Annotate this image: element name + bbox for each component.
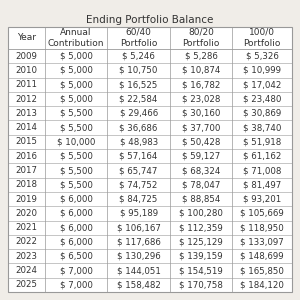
Text: $ 17,042: $ 17,042: [243, 80, 281, 89]
Text: $ 7,000: $ 7,000: [60, 266, 93, 275]
Text: $ 74,752: $ 74,752: [119, 180, 158, 189]
Text: $ 84,725: $ 84,725: [119, 195, 158, 204]
Text: $ 95,189: $ 95,189: [120, 209, 158, 218]
Text: $ 71,008: $ 71,008: [243, 166, 281, 175]
Text: $ 22,584: $ 22,584: [119, 94, 158, 103]
Text: $ 36,686: $ 36,686: [119, 123, 158, 132]
Text: $ 148,699: $ 148,699: [240, 252, 284, 261]
Text: 2013: 2013: [16, 109, 38, 118]
Text: 2017: 2017: [16, 166, 38, 175]
Text: $ 10,000: $ 10,000: [57, 137, 95, 146]
Text: $ 117,686: $ 117,686: [117, 238, 160, 247]
Text: $ 170,758: $ 170,758: [179, 280, 223, 290]
Text: $ 6,500: $ 6,500: [60, 252, 93, 261]
Text: 80/20
Portfolio: 80/20 Portfolio: [182, 28, 220, 48]
Text: $ 78,047: $ 78,047: [182, 180, 220, 189]
Text: 60/40
Portfolio: 60/40 Portfolio: [120, 28, 157, 48]
Text: $ 5,500: $ 5,500: [60, 109, 93, 118]
Text: 2022: 2022: [16, 238, 38, 247]
Text: 2016: 2016: [16, 152, 38, 161]
Text: $ 5,246: $ 5,246: [122, 52, 155, 61]
Text: $ 29,466: $ 29,466: [119, 109, 158, 118]
Text: $ 6,000: $ 6,000: [60, 195, 93, 204]
Text: $ 51,918: $ 51,918: [243, 137, 281, 146]
Text: $ 65,747: $ 65,747: [119, 166, 158, 175]
Text: $ 10,874: $ 10,874: [182, 66, 220, 75]
Bar: [8, 27, 292, 292]
Text: $ 5,500: $ 5,500: [60, 180, 93, 189]
Text: $ 105,669: $ 105,669: [240, 209, 284, 218]
Text: $ 57,164: $ 57,164: [119, 152, 158, 161]
Text: $ 59,127: $ 59,127: [182, 152, 220, 161]
Text: $ 5,286: $ 5,286: [185, 52, 218, 61]
Text: 2025: 2025: [16, 280, 38, 290]
Text: $ 61,162: $ 61,162: [243, 152, 281, 161]
Text: $ 7,000: $ 7,000: [60, 280, 93, 290]
Text: $ 5,500: $ 5,500: [60, 166, 93, 175]
Text: $ 10,999: $ 10,999: [243, 66, 281, 75]
Text: 2019: 2019: [16, 195, 38, 204]
Text: 2012: 2012: [16, 94, 38, 103]
Text: $ 106,167: $ 106,167: [117, 223, 160, 232]
Text: $ 5,000: $ 5,000: [60, 94, 93, 103]
Text: $ 184,120: $ 184,120: [240, 280, 284, 290]
Text: $ 133,097: $ 133,097: [240, 238, 284, 247]
Text: $ 37,700: $ 37,700: [182, 123, 220, 132]
Text: $ 68,324: $ 68,324: [182, 166, 220, 175]
Text: $ 112,359: $ 112,359: [179, 223, 223, 232]
Text: 2021: 2021: [16, 223, 38, 232]
Text: $ 50,428: $ 50,428: [182, 137, 220, 146]
Text: $ 139,159: $ 139,159: [179, 252, 223, 261]
Text: $ 23,480: $ 23,480: [243, 94, 281, 103]
Text: $ 10,750: $ 10,750: [119, 66, 158, 75]
Text: $ 5,500: $ 5,500: [60, 123, 93, 132]
Text: $ 130,296: $ 130,296: [117, 252, 160, 261]
Text: $ 16,525: $ 16,525: [119, 80, 158, 89]
Text: 2024: 2024: [16, 266, 38, 275]
Text: $ 5,326: $ 5,326: [246, 52, 279, 61]
Text: $ 5,000: $ 5,000: [60, 66, 93, 75]
Text: $ 165,850: $ 165,850: [240, 266, 284, 275]
Text: $ 144,051: $ 144,051: [117, 266, 160, 275]
Text: Ending Portfolio Balance: Ending Portfolio Balance: [86, 15, 214, 25]
Text: $ 158,482: $ 158,482: [117, 280, 160, 290]
Text: $ 93,201: $ 93,201: [243, 195, 281, 204]
Text: $ 38,740: $ 38,740: [243, 123, 281, 132]
Text: $ 154,519: $ 154,519: [179, 266, 223, 275]
Text: 2015: 2015: [16, 137, 38, 146]
Text: 2014: 2014: [16, 123, 38, 132]
Text: $ 6,000: $ 6,000: [60, 209, 93, 218]
Text: $ 125,129: $ 125,129: [179, 238, 223, 247]
Text: 2018: 2018: [16, 180, 38, 189]
Text: $ 30,160: $ 30,160: [182, 109, 220, 118]
Text: $ 16,782: $ 16,782: [182, 80, 220, 89]
Text: $ 30,869: $ 30,869: [243, 109, 281, 118]
Text: $ 6,000: $ 6,000: [60, 223, 93, 232]
Text: $ 48,983: $ 48,983: [119, 137, 158, 146]
Text: $ 23,028: $ 23,028: [182, 94, 220, 103]
Text: $ 5,500: $ 5,500: [60, 152, 93, 161]
Text: $ 88,854: $ 88,854: [182, 195, 220, 204]
Text: 2011: 2011: [16, 80, 38, 89]
Text: 2020: 2020: [16, 209, 38, 218]
Text: Year: Year: [17, 34, 36, 43]
Text: $ 81,497: $ 81,497: [243, 180, 281, 189]
Text: $ 118,950: $ 118,950: [240, 223, 284, 232]
Text: $ 6,000: $ 6,000: [60, 238, 93, 247]
Text: 100/0
Portfolio: 100/0 Portfolio: [244, 28, 281, 48]
Text: Annual
Contribution: Annual Contribution: [48, 28, 104, 48]
Text: 2009: 2009: [16, 52, 38, 61]
Text: 2023: 2023: [16, 252, 38, 261]
Text: $ 100,280: $ 100,280: [179, 209, 223, 218]
Text: $ 5,000: $ 5,000: [60, 52, 93, 61]
Text: 2010: 2010: [16, 66, 38, 75]
Text: $ 5,000: $ 5,000: [60, 80, 93, 89]
